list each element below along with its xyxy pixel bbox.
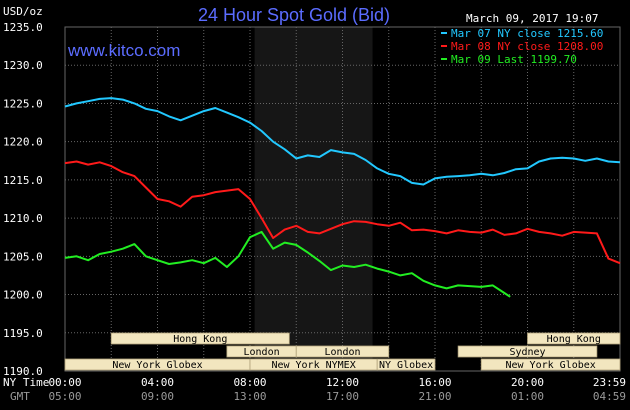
- y-tick-label: 1195.0: [3, 327, 43, 340]
- y-tick-label: 1225.0: [3, 97, 43, 110]
- y-tick-label: 1230.0: [3, 59, 43, 72]
- x-label-ny-time: NY Time: [3, 376, 49, 389]
- chart-title: 24 Hour Spot Gold (Bid): [198, 5, 390, 25]
- x-tick-label-ny: 23:59: [593, 376, 626, 389]
- market-session-label: London: [324, 347, 360, 358]
- market-session-bar: [110, 332, 290, 345]
- x-tick-label-ny: 12:00: [326, 376, 359, 389]
- x-tick-label-ny: 08:00: [233, 376, 266, 389]
- market-session-label: New York Globex: [112, 360, 202, 371]
- series-line: [64, 160, 621, 265]
- market-session-label: Hong Kong: [173, 334, 227, 345]
- series-lines: [64, 97, 621, 298]
- x-tick-label-gmt: 13:00: [233, 390, 266, 403]
- market-sessions: Hong Kong Hong Kong London London Sydney New …: [64, 332, 621, 371]
- market-session-bar: [480, 358, 621, 371]
- market-session-label: New York NYMEX: [271, 360, 355, 371]
- y-tick-label: 1205.0: [3, 250, 43, 263]
- series-line: [64, 97, 621, 186]
- x-tick-label-ny: 04:00: [141, 376, 174, 389]
- x-tick-label-ny: 00:00: [48, 376, 81, 389]
- x-label-gmt: GMT: [10, 390, 30, 403]
- market-session-bar: [295, 345, 390, 358]
- market-session-label: Sydney: [509, 347, 545, 358]
- timestamp: March 09, 2017 19:07: [466, 12, 598, 25]
- series-line: [64, 230, 511, 298]
- x-tick-label-gmt: 21:00: [418, 390, 451, 403]
- x-tick-label-gmt: 17:00: [326, 390, 359, 403]
- legend-entry: Mar 08 NY close 1208.00: [451, 40, 603, 53]
- site-url: www.kitco.com: [67, 41, 180, 60]
- market-session-bar: [527, 332, 621, 345]
- market-session-bar: [457, 345, 598, 358]
- market-session-label: NY Globex: [379, 360, 433, 371]
- legend-entry: Mar 09 Last 1199.70: [451, 53, 577, 66]
- x-tick-label-ny: 16:00: [418, 376, 451, 389]
- x-axis-ticks: 00:00 04:00 08:00 12:00 16:00 20:00 23:59 05:00…: [48, 376, 626, 403]
- y-tick-label: 1215.0: [3, 174, 43, 187]
- market-session-label: Hong Kong: [547, 334, 601, 345]
- legend-entry: Mar 07 NY close 1215.60: [451, 27, 603, 40]
- y-tick-label: 1235.0: [3, 21, 43, 34]
- y-tick-label: 1190.0: [3, 365, 43, 378]
- y-tick-label: 1200.0: [3, 289, 43, 302]
- market-session-label: London: [244, 347, 280, 358]
- x-tick-label-gmt: 05:00: [48, 390, 81, 403]
- x-tick-label-gmt: 04:59: [593, 390, 626, 403]
- y-tick-label: 1220.0: [3, 136, 43, 149]
- shaded-session-area: [254, 27, 373, 371]
- x-tick-label-gmt: 01:00: [511, 390, 544, 403]
- market-session-label: New York Globex: [505, 360, 595, 371]
- plot-frame: [64, 26, 621, 372]
- x-tick-label-ny: 20:00: [511, 376, 544, 389]
- y-axis-ticks: 1235.0 1230.0 1225.0 1220.0 1215.0 1210.0 1205…: [3, 21, 43, 378]
- x-tick-label-gmt: 09:00: [141, 390, 174, 403]
- market-session-bar: [376, 358, 436, 371]
- y-axis-label: USD/oz: [3, 5, 43, 18]
- y-tick-label: 1210.0: [3, 212, 43, 225]
